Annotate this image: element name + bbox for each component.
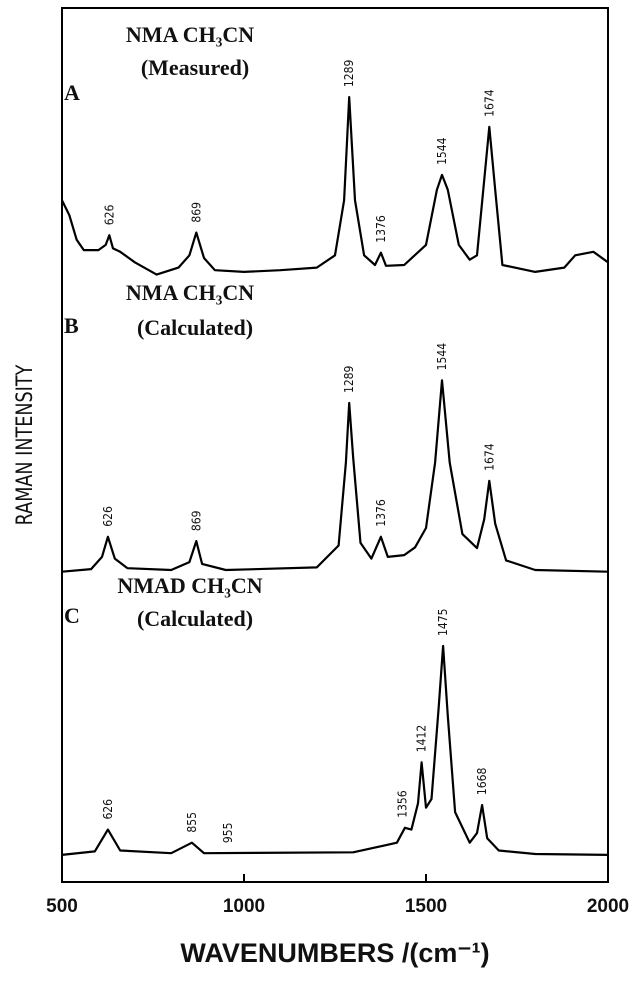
peak-label: 1544: [435, 137, 449, 165]
x-tick-label: 2000: [587, 896, 629, 917]
peak-label: 1544: [435, 343, 449, 371]
peak-label: 1412: [415, 725, 429, 752]
peak-label: 1289: [342, 365, 356, 393]
y-axis-label: RAMAN INTENSITY: [12, 364, 37, 525]
spectrum-line: [61, 379, 609, 573]
spectrum-line: [61, 96, 609, 276]
peak-label: 869: [189, 202, 203, 223]
peak-label: 1356: [396, 790, 410, 818]
plot-frame: [61, 7, 609, 883]
peak-label: 1376: [374, 215, 388, 243]
panel-subtitle: (Calculated): [137, 315, 253, 340]
peak-label: 626: [101, 506, 115, 527]
x-tick-label: 1500: [405, 896, 447, 917]
panel-title: NMA CH₃CN: [126, 280, 254, 305]
peak-label: 1376: [374, 499, 388, 527]
panel-title: NMA CH₃CN: [126, 22, 254, 47]
panel-subtitle: (Calculated): [137, 606, 253, 631]
peak-label: 1475: [436, 609, 450, 636]
panel-subtitle: (Measured): [141, 55, 249, 80]
peak-label: 869: [189, 510, 203, 531]
peak-label: 1668: [475, 767, 489, 795]
peak-label: 626: [101, 799, 115, 820]
panel-letter: B: [64, 313, 79, 338]
panel-letter: A: [64, 80, 80, 105]
x-axis-label: WAVENUMBERS /(cm⁻¹): [180, 938, 489, 968]
peak-label: 626: [102, 205, 116, 226]
peak-label: 855: [185, 812, 199, 833]
panel-title: NMAD CH₃CN: [117, 573, 262, 598]
peak-label: 1674: [482, 89, 496, 117]
x-tick-label: 500: [46, 896, 78, 917]
panel-letter: C: [64, 603, 80, 628]
peak-label: 1674: [482, 443, 496, 471]
x-tick-label: 1000: [223, 896, 265, 917]
peak-label: 1289: [342, 60, 356, 88]
spectrum-line: [61, 644, 609, 856]
peak-label: 955: [221, 823, 235, 844]
